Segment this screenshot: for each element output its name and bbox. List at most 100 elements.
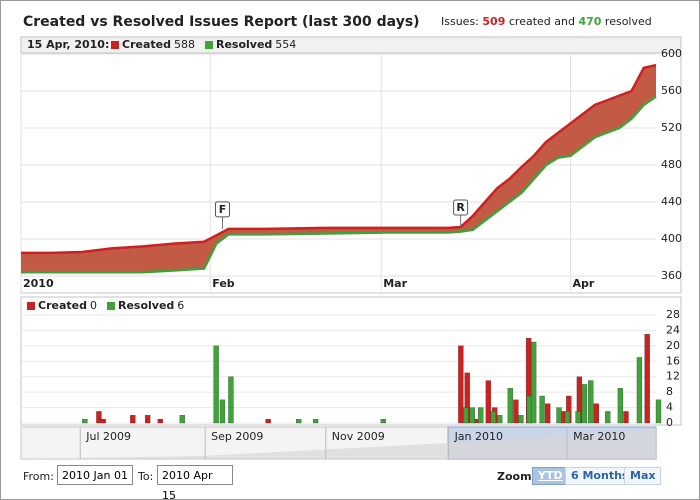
- navigator-label: Sep 2009: [211, 430, 263, 443]
- navigator-label: Jul 2009: [85, 430, 131, 443]
- legend-value: 588: [174, 38, 195, 51]
- bar: [545, 403, 551, 424]
- navigator-label: Mar 2010: [573, 430, 625, 443]
- y-tick-label: 600: [661, 47, 682, 60]
- zoom-label: Zoom:: [497, 470, 536, 483]
- resolved-total: 470: [578, 15, 602, 28]
- y-tick-label: 440: [661, 195, 682, 208]
- chart: Created vs Resolved Issues Report (last …: [20, 14, 682, 460]
- bar: [82, 418, 88, 424]
- bar: [490, 411, 497, 424]
- y-tick-label: 8: [666, 385, 673, 398]
- legend-name: Resolved: [216, 38, 272, 51]
- y-tick-label: 520: [661, 121, 682, 134]
- y-tick-label: 560: [661, 84, 682, 97]
- zoom-button[interactable]: 6 Months: [565, 467, 635, 485]
- bar: [312, 418, 319, 424]
- x-tick-label: Apr: [573, 277, 595, 290]
- bar: [539, 395, 545, 424]
- bar: [157, 418, 163, 424]
- bar: [623, 411, 629, 424]
- bar: [100, 418, 106, 424]
- legend-date: 15 Apr, 2010:: [27, 38, 109, 51]
- y-tick-label: 360: [661, 269, 682, 282]
- series-line: [21, 95, 657, 274]
- top-legend-bar: [20, 36, 682, 54]
- y-tick-label: 20: [666, 339, 680, 352]
- legend-value: 0: [90, 299, 97, 312]
- legend-value: 6: [177, 299, 184, 312]
- bar: [575, 411, 581, 424]
- bar: [655, 399, 662, 424]
- bar: [296, 418, 302, 424]
- bar: [513, 399, 519, 424]
- bar: [219, 399, 226, 424]
- bar: [478, 407, 484, 424]
- zoom-button[interactable]: YTD: [532, 467, 569, 485]
- bar: [463, 407, 469, 424]
- bar: [564, 411, 571, 424]
- bar: [144, 415, 151, 424]
- bar: [228, 376, 234, 424]
- to-input[interactable]: 2010 Apr 15: [157, 465, 233, 499]
- summary: Issues: 509 created and 470 resolved: [441, 15, 652, 28]
- bar: [469, 407, 475, 424]
- to-label: To:: [138, 470, 154, 483]
- bar: [636, 357, 643, 424]
- y-tick-label: 400: [661, 232, 682, 245]
- series-line: [21, 63, 657, 255]
- bar: [130, 415, 136, 424]
- bar: [497, 415, 503, 424]
- legend-swatch: [106, 302, 115, 310]
- bar: [556, 407, 562, 424]
- bar: [588, 380, 594, 424]
- navigator-label: Jan 2010: [454, 430, 503, 443]
- bar: [644, 334, 650, 424]
- legend-name: Created: [38, 299, 87, 312]
- bar: [581, 384, 588, 424]
- bar: [213, 345, 219, 424]
- bar: [605, 411, 611, 424]
- y-tick-label: 0: [666, 416, 673, 429]
- bar: [265, 418, 271, 424]
- legend-swatch: [204, 41, 213, 49]
- y-tick-label: 28: [666, 308, 680, 321]
- x-tick-label: Mar: [383, 277, 407, 290]
- bar: [485, 380, 492, 424]
- summary-suffix: resolved: [604, 15, 652, 28]
- from-label: From:: [23, 470, 54, 483]
- title: Created vs Resolved Issues Report (last …: [23, 14, 420, 30]
- y-tick-label: 12: [666, 370, 680, 383]
- created-total: 509: [482, 15, 506, 28]
- flag-label: F: [219, 203, 227, 216]
- summary-prefix: Issues:: [441, 15, 479, 28]
- y-tick-label: 24: [666, 323, 680, 336]
- bar: [179, 415, 185, 424]
- summary-mid: created and: [508, 15, 575, 28]
- navigator-series: [21, 429, 656, 459]
- bar: [617, 388, 624, 424]
- navigator-label: Nov 2009: [332, 430, 385, 443]
- bar: [507, 388, 513, 424]
- bar: [518, 415, 524, 424]
- y-tick-label: 16: [666, 354, 680, 367]
- flag-box: [214, 201, 230, 218]
- legend-value: 554: [275, 38, 296, 51]
- x-tick-label: Feb: [212, 277, 235, 290]
- y-tick-label: 480: [661, 158, 682, 171]
- legend-name: Created: [122, 38, 171, 51]
- bar: [530, 341, 537, 424]
- zoom-button[interactable]: Max: [624, 467, 662, 485]
- flag-box: [453, 199, 469, 216]
- legend-swatch: [111, 41, 119, 49]
- legend-name: Resolved: [118, 299, 174, 312]
- bar: [96, 411, 102, 424]
- bar: [458, 345, 464, 424]
- bar: [593, 403, 599, 424]
- bar: [380, 418, 386, 424]
- flag-label: R: [456, 201, 465, 214]
- legend-swatch: [27, 302, 35, 310]
- from-input[interactable]: 2010 Jan 01: [57, 465, 133, 485]
- y-tick-label: 4: [666, 401, 673, 414]
